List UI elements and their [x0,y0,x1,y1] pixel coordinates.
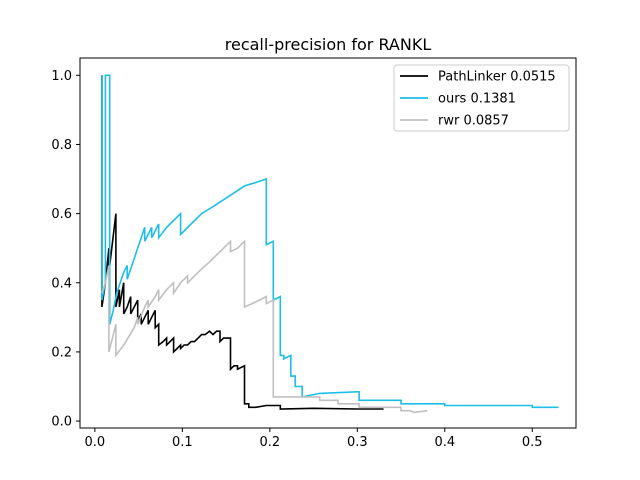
chart-title: recall-precision for RANKL [225,35,432,54]
series-group [101,74,559,414]
legend-label: ours 0.1381 [438,92,516,107]
y-tick-label: 0.6 [51,207,72,222]
series-line-3 [101,239,428,414]
y-tick-label: 1.0 [51,69,72,84]
x-tick-label: 0.1 [172,435,193,450]
plot-area: 0.0 0.1 0.2 0.3 0.4 0.5 0.0 0.2 0.4 0.6 0.8 1.0 [51,57,577,450]
x-axis: 0.0 0.1 0.2 0.3 0.4 0.5 [85,428,543,450]
x-tick-label: 0.0 [85,435,106,450]
x-tick-label: 0.5 [522,435,543,450]
series-line-1 [101,75,384,410]
legend-box [393,64,570,132]
series-line-2 [101,74,559,409]
y-tick-label: 0.0 [51,415,72,430]
legend-label: rwr 0.0857 [438,114,509,129]
plot-frame [79,57,577,429]
x-tick-label: 0.4 [434,435,455,450]
y-tick-label: 0.4 [51,276,72,291]
y-tick-label: 0.8 [51,138,72,153]
x-tick-label: 0.2 [259,435,280,450]
x-tick-label: 0.3 [347,435,368,450]
y-axis: 0.0 0.2 0.4 0.6 0.8 1.0 [51,69,80,430]
y-tick-label: 0.2 [51,345,72,360]
legend-label: PathLinker 0.0515 [438,70,556,85]
legend: PathLinker 0.0515 ours 0.1381 rwr 0.0857 [393,64,570,132]
